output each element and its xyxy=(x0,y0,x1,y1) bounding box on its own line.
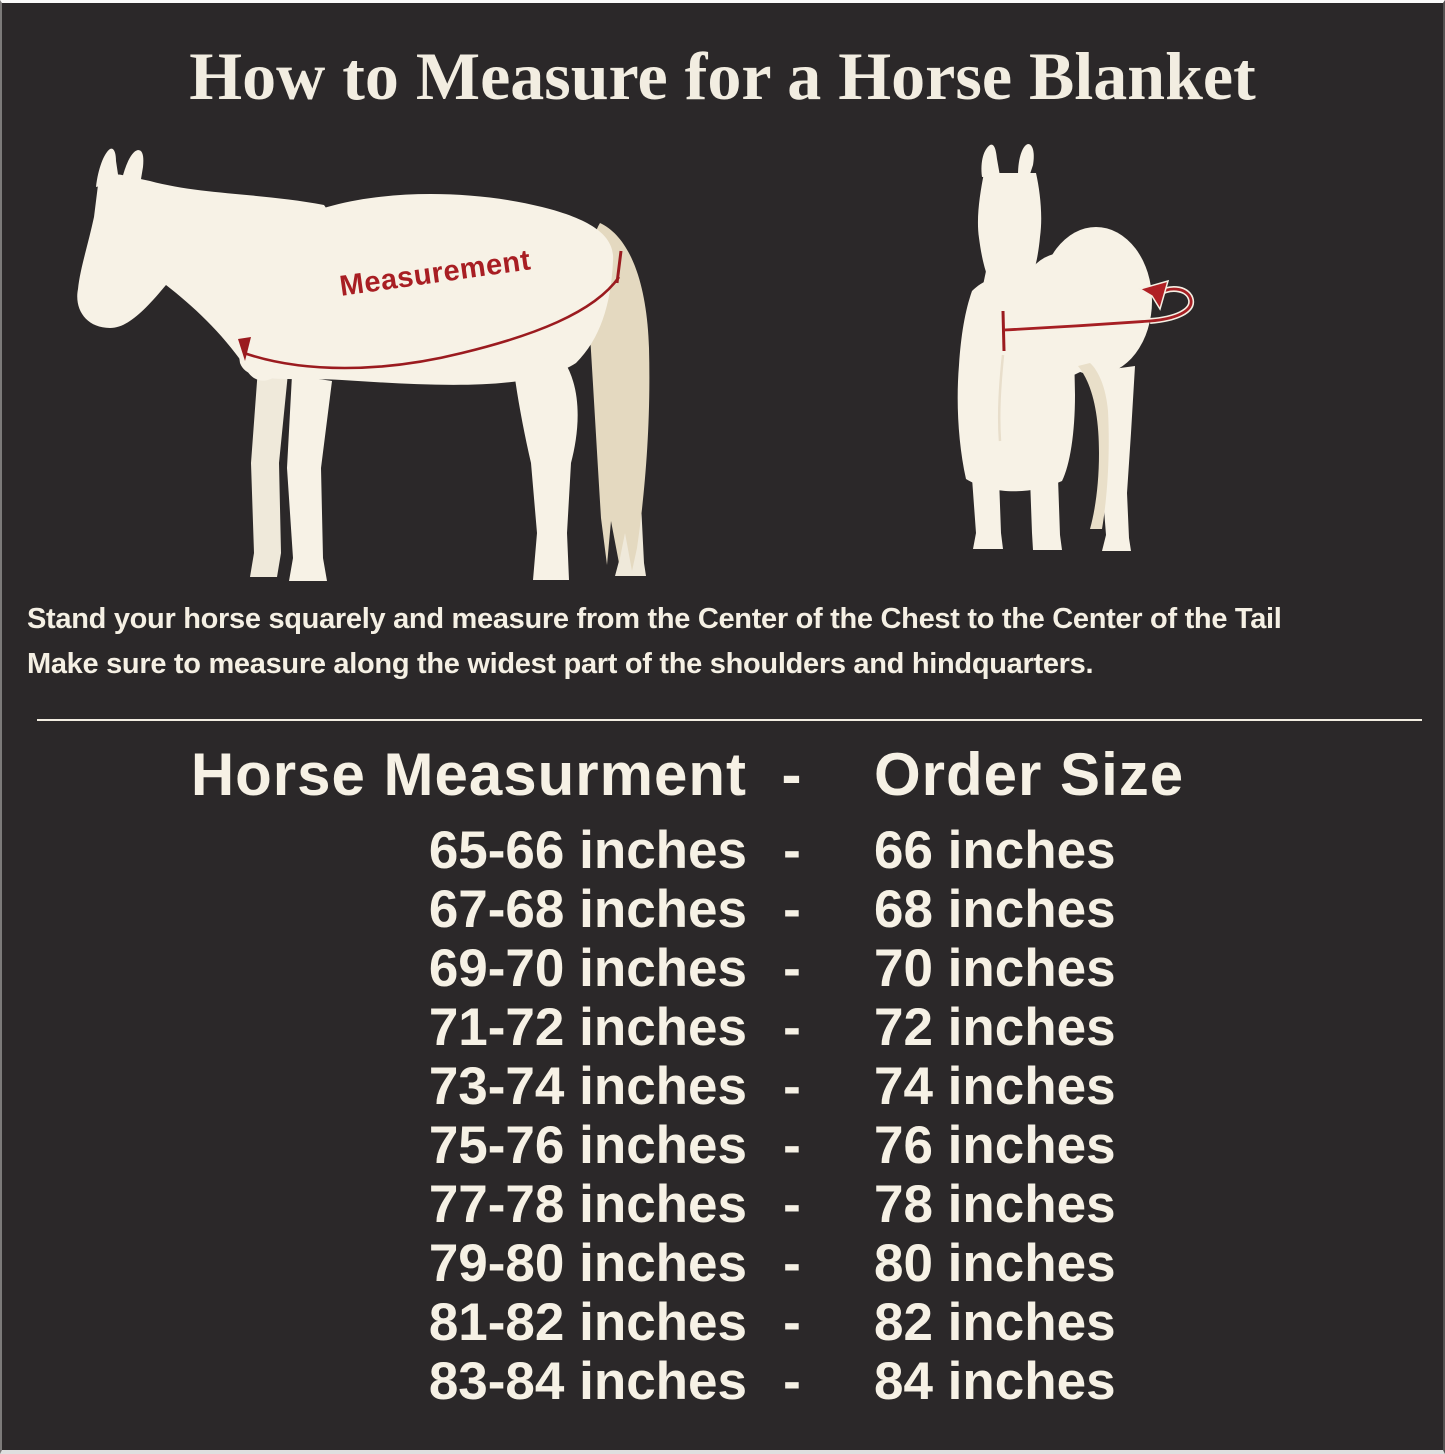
measurement-end-tick xyxy=(615,250,623,284)
horse-near-front-leg xyxy=(287,375,332,581)
row-measurement: 71-72 inches xyxy=(428,998,747,1057)
row-separator: - xyxy=(783,1352,801,1411)
row-size: 76 inches xyxy=(874,1116,1116,1175)
row-measurement: 69-70 inches xyxy=(428,939,747,998)
row-separator: - xyxy=(783,998,801,1057)
horse-front-view-illustration xyxy=(957,144,1195,551)
row-separator: - xyxy=(783,821,801,880)
section-divider xyxy=(37,719,1422,721)
row-measurement: 67-68 inches xyxy=(428,880,747,939)
instructions: Stand your horse squarely and measure fr… xyxy=(27,597,1432,687)
header-size: Order Size xyxy=(874,741,1185,808)
table-row: 65-66 inches - 66 inches xyxy=(2,821,1445,880)
horse-ear xyxy=(981,144,1000,177)
row-measurement: 75-76 inches xyxy=(428,1116,747,1175)
table-row: 83-84 inches - 84 inches xyxy=(2,1352,1445,1411)
row-separator: - xyxy=(783,939,801,998)
row-separator: - xyxy=(783,1057,801,1116)
horse-hindquarters xyxy=(1040,227,1152,375)
horse-ear xyxy=(1018,144,1034,177)
horse-near-hind-leg xyxy=(512,355,578,580)
horse-front-leg xyxy=(968,423,1004,549)
horse-chest-crease xyxy=(997,354,1005,442)
row-measurement: 83-84 inches xyxy=(428,1352,747,1411)
row-measurement: 81-82 inches xyxy=(428,1293,747,1352)
table-row: 77-78 inches - 78 inches xyxy=(2,1175,1445,1234)
horse-ear xyxy=(122,150,144,185)
row-size: 82 inches xyxy=(874,1293,1116,1352)
row-separator: - xyxy=(783,1175,801,1234)
row-size: 80 inches xyxy=(874,1234,1116,1293)
size-chart-rows: 65-66 inches - 66 inches 67-68 inches - … xyxy=(2,821,1445,1411)
row-measurement: 73-74 inches xyxy=(428,1057,747,1116)
row-separator: - xyxy=(783,1293,801,1352)
instructions-line-1: Stand your horse squarely and measure fr… xyxy=(27,603,1282,635)
table-row: 69-70 inches - 70 inches xyxy=(2,939,1445,998)
row-size: 70 inches xyxy=(874,939,1116,998)
measurement-start-tick xyxy=(1001,310,1006,352)
page-title: How to Measure for a Horse Blanket xyxy=(189,38,1256,114)
row-measurement: 65-66 inches xyxy=(428,821,747,880)
row-measurement: 77-78 inches xyxy=(428,1175,747,1234)
header-separator: - xyxy=(781,741,803,808)
size-chart-header: Horse Measurment - Order Size xyxy=(2,743,1445,807)
horse-side-view-illustration xyxy=(77,148,650,581)
table-row: 79-80 inches - 80 inches xyxy=(2,1234,1445,1293)
table-row: 81-82 inches - 82 inches xyxy=(2,1293,1445,1352)
row-size: 68 inches xyxy=(874,880,1116,939)
row-separator: - xyxy=(783,1116,801,1175)
horse-ear xyxy=(96,148,119,187)
table-row: 71-72 inches - 72 inches xyxy=(2,998,1445,1057)
row-size: 66 inches xyxy=(874,821,1116,880)
row-separator: - xyxy=(783,880,801,939)
instructions-line-2: Make sure to measure along the widest pa… xyxy=(27,648,1094,680)
measurement-start-marker xyxy=(238,337,251,361)
row-separator: - xyxy=(783,1234,801,1293)
horse-head xyxy=(977,173,1042,294)
measurement-line xyxy=(1003,287,1193,332)
horse-far-front-leg xyxy=(250,368,288,577)
row-size: 72 inches xyxy=(874,998,1116,1057)
measurement-line xyxy=(243,276,621,370)
row-size: 84 inches xyxy=(874,1352,1116,1411)
horse-leg-shading xyxy=(1078,363,1109,529)
table-row: 75-76 inches - 76 inches xyxy=(2,1116,1445,1175)
size-chart: Horse Measurment - Order Size 65-66 inch… xyxy=(2,743,1445,1412)
table-row: 73-74 inches - 74 inches xyxy=(2,1057,1445,1116)
row-size: 74 inches xyxy=(874,1057,1116,1116)
header-measurement: Horse Measurment xyxy=(190,741,747,808)
table-row: 67-68 inches - 68 inches xyxy=(2,880,1445,939)
measurement-arrowhead xyxy=(1138,279,1170,311)
row-measurement: 79-80 inches xyxy=(428,1234,747,1293)
row-size: 78 inches xyxy=(874,1175,1116,1234)
horse-front-leg xyxy=(1028,424,1062,550)
